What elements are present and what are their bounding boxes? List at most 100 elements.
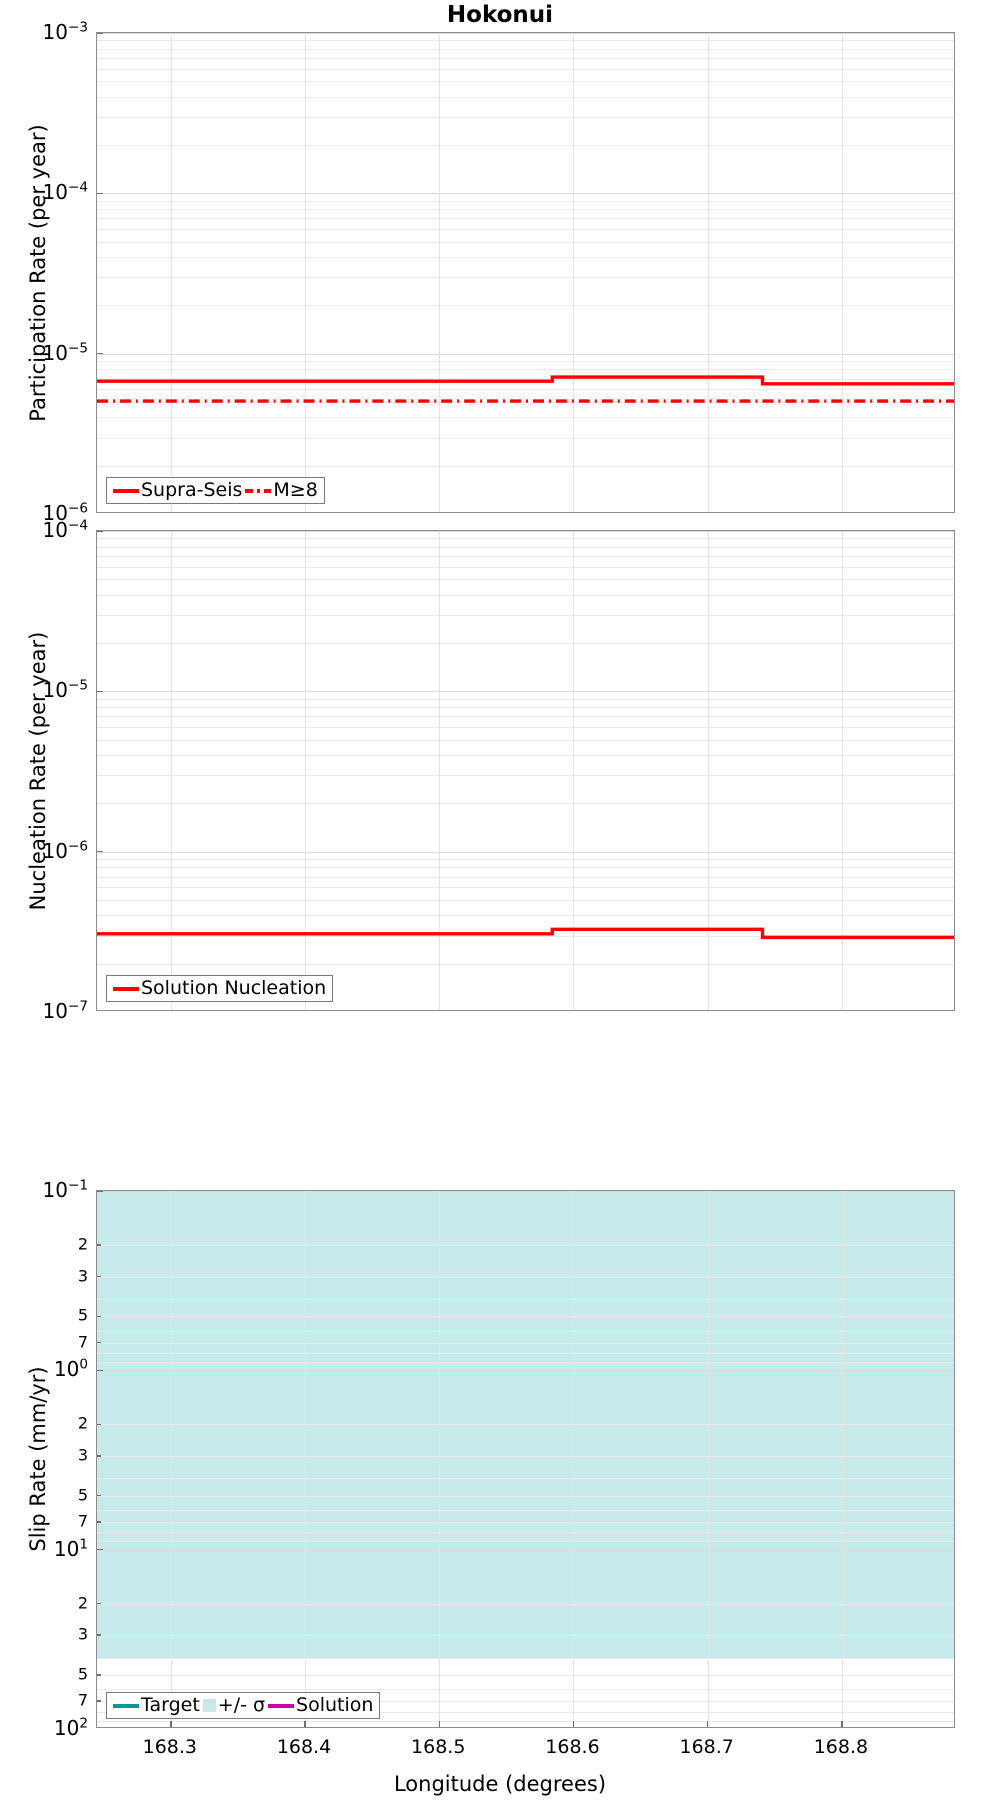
gridline-horizontal bbox=[97, 1549, 954, 1551]
gridline-horizontal bbox=[97, 33, 954, 34]
gridline-horizontal bbox=[97, 1478, 954, 1480]
gridline-horizontal bbox=[97, 228, 954, 230]
gridline-horizontal bbox=[97, 1298, 954, 1300]
gridline-horizontal bbox=[97, 257, 954, 259]
legend-entry[interactable]: Solution Nucleation bbox=[113, 979, 326, 998]
panel-participation-rate bbox=[96, 32, 955, 513]
y-tick-mark bbox=[97, 531, 103, 532]
y-tick-mark bbox=[97, 352, 103, 355]
gridline-horizontal bbox=[97, 614, 954, 616]
x-tick-label: 168.6 bbox=[545, 1736, 600, 1758]
legend-swatch-icon bbox=[113, 986, 139, 991]
y-axis-label-nucleation: Nucleation Rate (per year) bbox=[26, 631, 50, 910]
gridline-horizontal bbox=[97, 579, 954, 581]
y-tick-mark bbox=[97, 1494, 101, 1497]
gridline-horizontal bbox=[97, 555, 954, 557]
gridline-horizontal bbox=[97, 1509, 954, 1511]
x-tick-mark bbox=[706, 1721, 709, 1727]
y-tick-mark bbox=[97, 1341, 101, 1344]
gridline-horizontal bbox=[97, 193, 954, 195]
y-tick-mark bbox=[97, 1674, 101, 1676]
legend-label: Solution Nucleation bbox=[141, 977, 327, 999]
gridline-horizontal bbox=[97, 643, 954, 645]
y-tick-label: 10−5 bbox=[42, 340, 89, 365]
gridline-horizontal bbox=[97, 1362, 954, 1364]
gridline-vertical bbox=[305, 531, 307, 1010]
series-layer-sliprate bbox=[97, 1191, 954, 1727]
gridline-horizontal bbox=[97, 1191, 954, 1192]
legend-swatch-icon bbox=[113, 1703, 139, 1708]
gridline-horizontal bbox=[97, 465, 954, 467]
gridline-horizontal bbox=[97, 1455, 954, 1457]
gridline-horizontal bbox=[97, 1244, 954, 1246]
gridline-horizontal bbox=[97, 739, 954, 741]
gridline-horizontal bbox=[97, 48, 954, 50]
gridline-horizontal bbox=[97, 935, 954, 937]
legend-nucleation[interactable]: Solution Nucleation bbox=[106, 975, 334, 1002]
y-tick-label: 2 bbox=[77, 1234, 88, 1254]
legend-participation[interactable]: Supra-Seis M≥8 bbox=[106, 477, 325, 504]
y-tick-label: 10−1 bbox=[42, 1177, 89, 1202]
gridline-horizontal bbox=[97, 241, 954, 243]
y-tick-label: 5 bbox=[77, 1305, 88, 1325]
y-tick-label: 100 bbox=[53, 1356, 88, 1382]
legend-entry[interactable]: Supra-Seis bbox=[113, 481, 242, 500]
gridline-horizontal bbox=[97, 57, 954, 59]
legend-swatch-icon bbox=[268, 1703, 295, 1708]
gridline-horizontal bbox=[97, 594, 954, 596]
y-axis-label-participation: Participation Rate (per year) bbox=[26, 123, 50, 422]
y-tick-mark bbox=[97, 850, 103, 853]
gridline-horizontal bbox=[97, 1424, 954, 1426]
x-tick-mark bbox=[841, 1721, 843, 1727]
x-tick-label: 168.5 bbox=[411, 1736, 466, 1758]
gridline-vertical bbox=[305, 1191, 307, 1727]
y-tick-label: 5 bbox=[77, 1664, 88, 1684]
y-tick-label: 2 bbox=[77, 1413, 88, 1433]
y-tick-mark bbox=[97, 1244, 101, 1246]
gridline-horizontal bbox=[97, 145, 954, 147]
legend-swatch-icon bbox=[245, 488, 272, 493]
gridline-horizontal bbox=[97, 851, 954, 853]
y-tick-label: 3 bbox=[77, 1624, 88, 1644]
series-line bbox=[97, 375, 954, 386]
y-tick-label: 10−4 bbox=[42, 517, 89, 542]
x-tick-mark bbox=[572, 1721, 575, 1727]
gridline-vertical bbox=[170, 1191, 172, 1727]
gridline-horizontal bbox=[97, 353, 954, 355]
gridline-horizontal bbox=[97, 1603, 954, 1605]
legend-entry[interactable]: M≥8 bbox=[245, 481, 318, 500]
gridline-horizontal bbox=[97, 96, 954, 98]
legend-sliprate[interactable]: Target +/- σ Solution bbox=[106, 1692, 381, 1719]
gridline-horizontal bbox=[97, 963, 954, 965]
legend-entry[interactable]: Solution bbox=[268, 1696, 373, 1715]
y-axis-label-sliprate: Slip Rate (mm/yr) bbox=[26, 1366, 50, 1552]
gridline-horizontal bbox=[97, 401, 954, 403]
gridline-horizontal bbox=[97, 1276, 954, 1278]
gridline-horizontal bbox=[97, 859, 954, 860]
x-tick-mark bbox=[170, 1721, 172, 1727]
y-tick-label: 10−5 bbox=[42, 677, 89, 703]
gridline-vertical bbox=[573, 531, 575, 1010]
legend-entry[interactable]: Target bbox=[113, 1696, 200, 1715]
gridline-horizontal bbox=[97, 1370, 954, 1372]
y-tick-label: 7 bbox=[77, 1511, 88, 1531]
y-tick-mark bbox=[97, 1521, 101, 1523]
gridline-horizontal bbox=[97, 81, 954, 83]
series-line bbox=[97, 927, 954, 940]
gridline-horizontal bbox=[97, 116, 954, 118]
legend-swatch-icon bbox=[202, 1699, 216, 1712]
legend-entry[interactable]: +/- σ bbox=[202, 1696, 265, 1715]
gridline-vertical bbox=[841, 1191, 843, 1727]
plot-area-sliprate bbox=[97, 1191, 954, 1727]
gridline-vertical bbox=[707, 531, 709, 1010]
x-tick-label: 168.8 bbox=[813, 1736, 869, 1758]
gridline-horizontal bbox=[97, 546, 954, 548]
gridline-vertical bbox=[573, 1191, 575, 1727]
y-tick-label: 10−6 bbox=[42, 500, 89, 525]
gridline-vertical bbox=[573, 33, 575, 512]
plot-area-participation bbox=[97, 33, 954, 512]
y-tick-mark bbox=[97, 1315, 101, 1318]
y-tick-label: 102 bbox=[53, 1715, 88, 1740]
legend-swatch-icon bbox=[113, 488, 139, 493]
gridline-vertical bbox=[439, 1191, 441, 1727]
